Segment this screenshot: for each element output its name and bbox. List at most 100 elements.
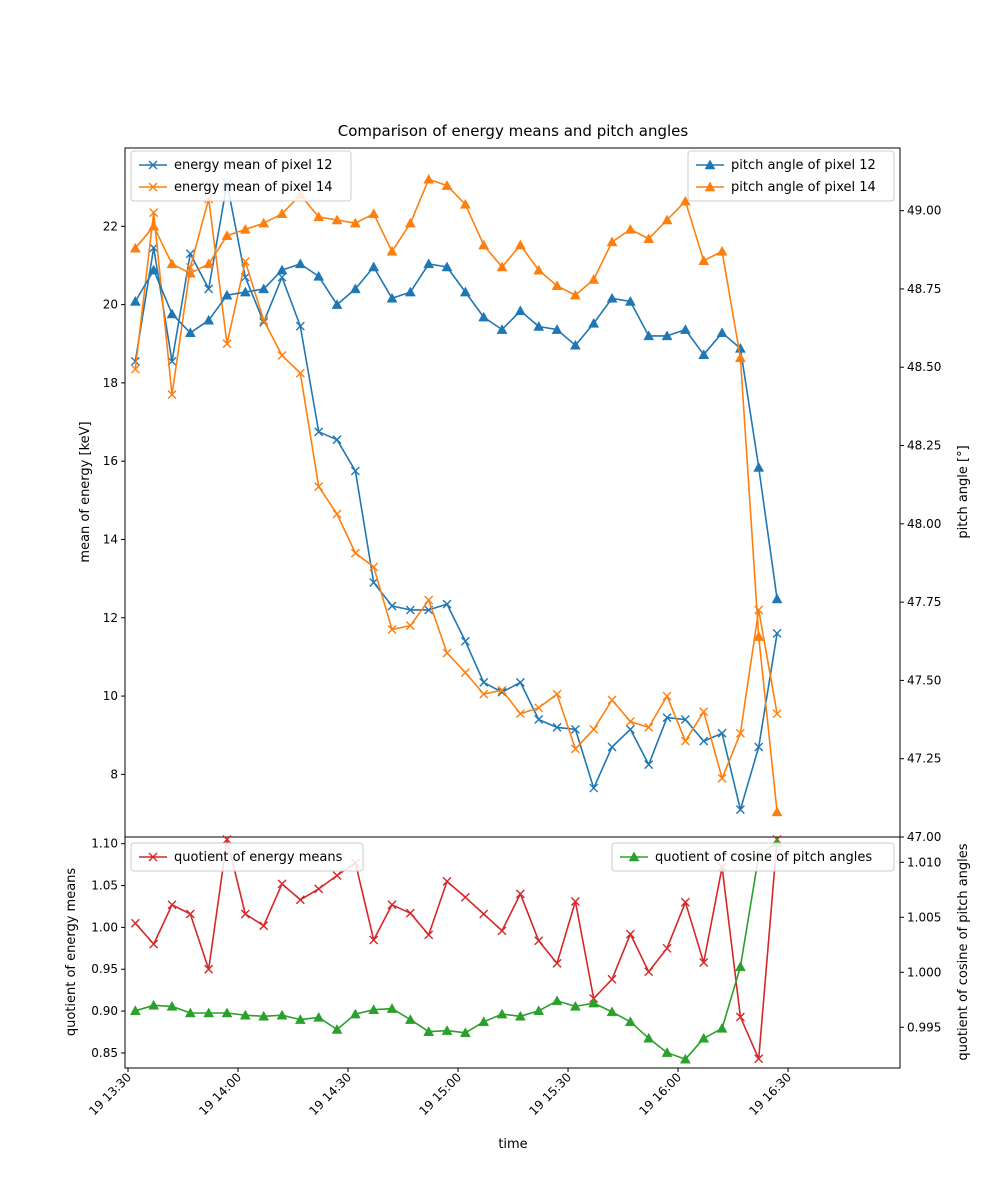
quotient-of-cosine-of-pitch-angles-point [514,1010,526,1021]
quotient-of-cosine-of-pitch-angles-point [698,1032,710,1043]
pitch-angle-of-pixel-12-point [441,261,453,272]
quotient-of-cosine-of-pitch-angles-point [533,1005,545,1016]
quotient-of-energy-means-point [259,921,269,931]
pitch-angle-of-pixel-14-point [258,217,270,228]
pitch-angle-of-pixel-12-point [148,264,160,275]
energy-mean-of-pixel-14-point [717,773,727,783]
pitch-angle-of-pixel-14-point [734,352,746,363]
x-axis-tick-label: 19 16:00 [636,1070,684,1118]
quotient-of-cosine-of-pitch-angles-point [166,1000,178,1011]
quotient-of-energy-means-point [405,908,415,918]
energy-mean-of-pixel-14-point [442,648,452,658]
bottom-series [129,835,783,1064]
top-right-axis-tick-label: 47.00 [907,830,941,844]
energy-mean-of-pixel-14-point [332,509,342,519]
top-right-axis-label: pitch angle [°] [956,445,971,538]
energy-mean-of-pixel-12-point [570,724,580,734]
quotient-of-cosine-of-pitch-angles-point [221,1007,233,1018]
legend-box [130,842,364,872]
pitch-angle-of-pixel-14-point [203,258,215,269]
quotient-of-cosine-of-pitch-angles-point [606,1006,618,1017]
pitch-angle-of-pixel-14-point [349,217,361,228]
top-left-axis-tick-label: 16 [103,454,118,468]
energy-mean-of-pixel-14-point [424,595,434,605]
quotient-of-energy-means-point [130,918,140,928]
quotient-of-energy-means-point [680,897,690,907]
energy-mean-of-pixel-14-point [295,368,305,378]
pitch-angle-of-pixel-14-point [368,208,380,219]
energy-mean-of-pixel-14-point [607,695,617,705]
bottom-right-axis-tick-label: 1.005 [907,910,941,924]
top-left-axis-tick-label: 8 [110,767,118,781]
pitch-angle-of-pixel-12-point [276,264,288,275]
pitch-angle-of-pixel-12-point [184,327,196,338]
top-right-axis-tick-label: 48.25 [907,439,941,453]
energy-mean-of-pixel-12-point [662,713,672,723]
pitch-angle-of-pixel-14-point [184,267,196,278]
pitch-angle-of-pixel-12-point [569,339,581,350]
energy-mean-of-pixel-14-point [277,350,287,360]
energy-mean-of-pixel-12-point [625,724,635,734]
quotient-of-cosine-of-pitch-angles-point [313,1011,325,1022]
quotient-of-energy-means-point [497,926,507,936]
x-axis-tick-label: 19 15:00 [416,1070,464,1118]
pitch-angle-of-pixel-14-point [129,242,141,253]
quotient-of-cosine-of-pitch-angles-point [679,1053,691,1064]
quotient-of-energy-means-point [277,879,287,889]
energy-mean-of-pixel-14-point [259,315,269,325]
quotient-of-energy-means-point [552,958,562,968]
energy-mean-of-pixel-14-point [625,717,635,727]
legend-box [687,150,895,202]
energy-mean-of-pixel-14-point [662,691,672,701]
energy-mean-of-pixel-14-point [699,707,709,717]
energy-mean-of-pixel-12-point [772,628,782,638]
energy-mean-of-pixel-14-point [515,709,525,719]
quotient-of-cosine-of-pitch-angles-point [661,1047,673,1057]
quotient-of-energy-means-point [387,900,397,910]
energy-mean-of-pixel-14-point [589,724,599,734]
quotient-of-energy-means-point [222,835,232,845]
pitch-angle-of-pixel-14-point [624,223,636,234]
pitch-angle-of-pixel-12-point [294,258,306,269]
top-right-axis-tick-label: 48.00 [907,517,941,531]
energy-mean-of-pixel-14-point [369,562,379,572]
pitch-angle-of-pixel-14-point [276,208,288,219]
legend-energy-mean-of-pixel-12-point [148,160,158,170]
energy-mean-of-pixel-12-point [644,760,654,770]
quotient-of-cosine-of-pitch-angles-point [404,1014,416,1024]
pitch-angle-of-pixel-14-point [441,180,453,190]
pitch-angle-of-pixel-12-point [661,330,673,341]
energy-mean-of-pixel-12-point [735,805,745,815]
quotient-of-energy-means-point [332,871,342,880]
top-plot-frame [124,147,901,838]
energy-mean-of-pixel-14-point [314,482,324,492]
energy-mean-of-pixel-12-point [552,722,562,732]
quotient-of-cosine-of-pitch-angles-point [643,1032,655,1043]
pitch-angle-of-pixel-12-point [643,330,655,341]
quotient-of-cosine-of-pitch-angles-point [368,1004,380,1014]
pitch-angle-of-pixel-14-point [514,239,526,250]
quotient-of-cosine-of-pitch-angles-point [148,999,160,1010]
energy-mean-of-pixel-14-point [735,728,745,738]
quotient-of-cosine-of-pitch-angles-point [588,997,600,1008]
top-right-axis-tick-label: 48.75 [907,282,941,296]
pitch-angle-of-pixel-14-point [239,223,251,234]
pitch-angle-of-pixel-12-point [313,270,325,281]
pitch-angle-of-pixel-14-point [606,236,618,247]
legend-label: pitch angle of pixel 12 [731,158,876,173]
energy-mean-of-pixel-12-line [134,182,778,811]
energy-mean-of-pixel-14-point [350,548,360,558]
quotient-of-cosine-of-pitch-angles-point [129,1005,141,1016]
energy-mean-of-pixel-14-point [552,689,562,699]
top-right-axis-tick-label: 47.75 [907,595,941,609]
pitch-angle-of-pixel-14-point [569,289,581,300]
pitch-angle-of-pixel-14-point [313,211,325,222]
top-right-axis-tick-label: 47.25 [907,752,941,766]
bottom-plot-frame [124,836,901,1069]
legends: energy mean of pixel 12 energy mean of pi… [130,150,895,872]
legend-quotient-of-energy-means-point [148,852,158,862]
bottom-right-axis-tick-label: 1.010 [907,855,941,869]
top-series [129,173,783,817]
top-left-axis: 8 10 12 14 16 18 20 22 [103,219,125,781]
